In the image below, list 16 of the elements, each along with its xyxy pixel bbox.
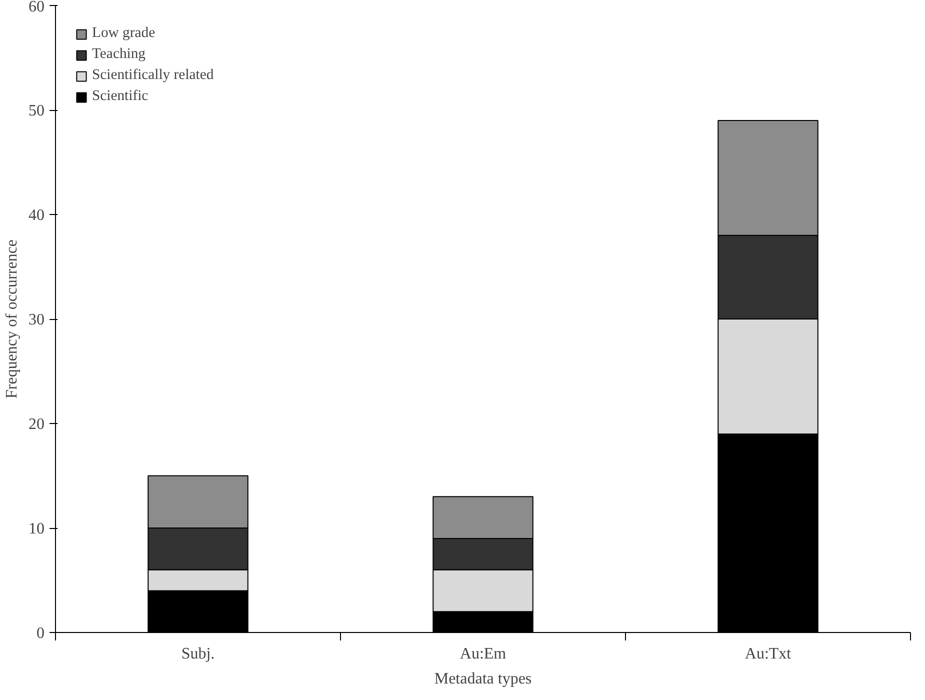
x-tick-label: Subj. <box>181 646 215 662</box>
legend-label: Teaching <box>92 46 146 63</box>
legend-label: Low grade <box>92 25 156 42</box>
y-tick-label: 10 <box>28 520 44 538</box>
y-tick-label: 0 <box>36 625 44 642</box>
legend-label: Scientific <box>92 88 148 105</box>
y-tick-label: 20 <box>28 416 44 433</box>
y-tick-label: 50 <box>28 102 44 120</box>
legend-label: Scientifically related <box>92 67 214 84</box>
x-tick-label: Au:Txt <box>744 646 792 662</box>
y-tick-label: 30 <box>28 312 44 328</box>
x-axis-title: Metadata types <box>434 670 532 688</box>
y-tick-label: 60 <box>28 0 44 16</box>
x-tick-label: Au:Em <box>460 646 507 662</box>
y-axis-title: Frequency of occurrence <box>4 239 20 399</box>
y-tick-label: 40 <box>28 207 44 224</box>
